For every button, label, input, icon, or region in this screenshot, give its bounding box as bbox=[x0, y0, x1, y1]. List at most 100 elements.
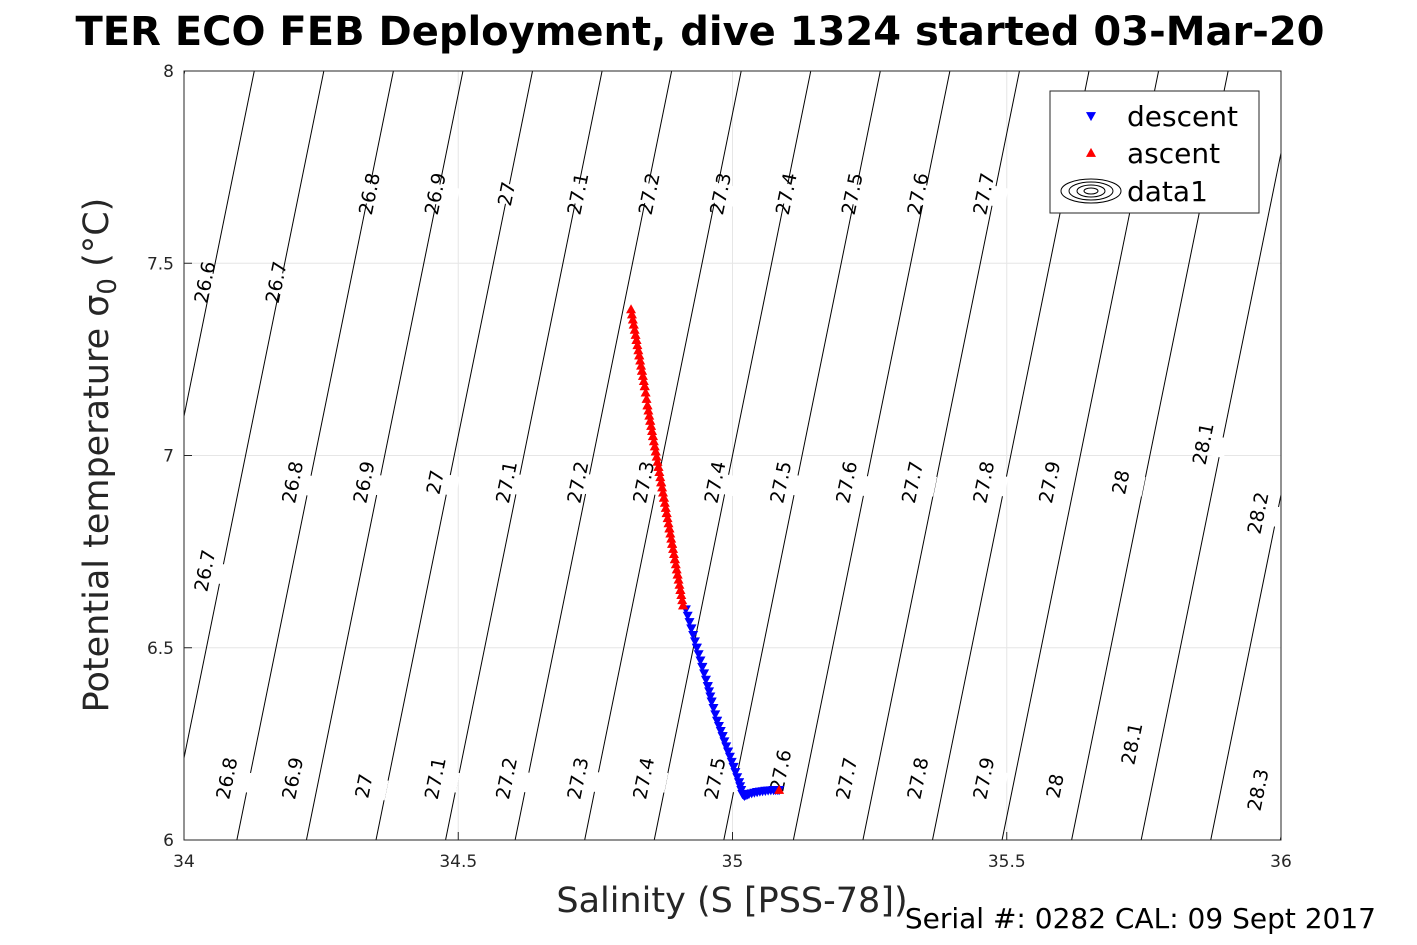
contour-label: 26.9 bbox=[421, 171, 451, 217]
descent-point bbox=[708, 704, 719, 714]
contour-line bbox=[1210, 492, 1281, 840]
contour-label: 27.2 bbox=[563, 459, 593, 505]
y-tick-label: 7 bbox=[163, 447, 174, 467]
contour-label-gap bbox=[204, 764, 252, 793]
descent-point bbox=[695, 656, 706, 666]
contour-label: 28.2 bbox=[1244, 490, 1274, 536]
contour-label: 27.1 bbox=[492, 459, 522, 505]
contour-line bbox=[1279, 834, 1281, 840]
contour-label: 28.3 bbox=[1244, 767, 1274, 813]
contour-label: 28 bbox=[1108, 468, 1134, 496]
contour-label-gap bbox=[412, 468, 460, 497]
descent-point bbox=[684, 618, 695, 628]
contour-label-gap bbox=[961, 468, 1009, 497]
contour-label: 26.8 bbox=[278, 459, 308, 505]
contour-label: 27.4 bbox=[701, 459, 731, 505]
contour-label-gap bbox=[758, 468, 806, 497]
descent-point bbox=[688, 630, 699, 640]
descent-point bbox=[697, 663, 708, 673]
contour-label-gap bbox=[961, 764, 1009, 793]
legend-contour-icon bbox=[1060, 178, 1122, 204]
contour-label-gap bbox=[692, 468, 740, 497]
contour-label: 26.8 bbox=[212, 755, 242, 801]
contour-label-gap bbox=[412, 764, 460, 793]
contour-label-gap bbox=[270, 764, 318, 793]
contour-label-gap bbox=[484, 468, 532, 497]
contour-label-gap bbox=[621, 764, 669, 793]
contour-label-gap bbox=[182, 556, 230, 586]
y-tick-label: 8 bbox=[163, 62, 174, 82]
contour-label-gap bbox=[758, 756, 806, 785]
contour-label-gap bbox=[341, 468, 389, 497]
contour-label-gap bbox=[346, 179, 395, 209]
contour-label: 27.5 bbox=[838, 171, 868, 217]
contour-label: 27.8 bbox=[904, 755, 934, 801]
y-axis-label-main: Potential temperature σ bbox=[77, 295, 117, 713]
contour-label: 27.6 bbox=[904, 171, 934, 217]
descent-point bbox=[699, 669, 710, 679]
descent-point bbox=[682, 611, 693, 621]
y-axis-label: Potential temperature σ0 (°C) bbox=[77, 198, 123, 713]
contour-label: 27.5 bbox=[766, 459, 796, 505]
contour-label: 27.1 bbox=[563, 171, 593, 217]
contour-label-gap bbox=[1098, 468, 1146, 497]
contour-label: 27 bbox=[494, 180, 520, 208]
descent-point bbox=[721, 742, 732, 752]
contour-label-gap bbox=[895, 764, 943, 793]
x-tick-label: 35.5 bbox=[988, 852, 1026, 872]
contour-label: 27.4 bbox=[772, 171, 802, 217]
ascent-point bbox=[678, 600, 689, 610]
contour-label-gap bbox=[1235, 498, 1283, 528]
contour-label: 27.5 bbox=[701, 755, 731, 801]
contour-label-gap bbox=[889, 468, 938, 497]
descent-point bbox=[713, 721, 724, 731]
descent-point bbox=[704, 687, 715, 697]
contour-label: 27 bbox=[423, 468, 449, 496]
axis-ticks: 34 34.5 35 35.5 36 6 6.5 7 7.5 8 bbox=[147, 62, 1292, 872]
y-tick-label: 6.5 bbox=[147, 639, 174, 659]
y-axis-label-unit: (°C) bbox=[77, 198, 117, 278]
contour-label: 27.3 bbox=[629, 459, 659, 505]
contour-label: 27.3 bbox=[563, 755, 593, 801]
legend-contour-icon bbox=[1068, 181, 1114, 201]
contour-labels: 26.6 26.7 26.8 26.9 27 27.1 27.2 27.3 27.4 27.5 27… bbox=[182, 171, 1283, 813]
contour-label-gap bbox=[692, 764, 740, 793]
contour-label-gap bbox=[626, 179, 674, 209]
x-tick-label: 34 bbox=[173, 852, 195, 872]
descent-point bbox=[712, 716, 723, 726]
contour-label: 26.9 bbox=[278, 755, 308, 801]
contour-label-gap bbox=[824, 468, 872, 497]
contour-label-gap bbox=[555, 179, 603, 209]
contour-label-gap bbox=[763, 179, 811, 209]
contour-label-gap bbox=[484, 764, 532, 793]
contour-label: 27.7 bbox=[832, 755, 862, 801]
x-tick-label: 35 bbox=[722, 852, 744, 872]
descent-point bbox=[717, 732, 728, 742]
ascent-point bbox=[774, 784, 785, 794]
contour-label: 27.1 bbox=[421, 755, 451, 801]
legend-box bbox=[1049, 90, 1260, 214]
contour-label-gap bbox=[824, 764, 872, 793]
contour-label: 26.7 bbox=[262, 259, 292, 305]
legend-contour-icon bbox=[1076, 184, 1106, 198]
contour-label-gap bbox=[1235, 775, 1283, 805]
contour-line bbox=[184, 71, 325, 761]
contour-label-gap bbox=[270, 468, 318, 497]
descent-point bbox=[728, 763, 739, 773]
contour-label: 27.6 bbox=[832, 459, 862, 505]
descent-point bbox=[726, 757, 737, 767]
contour-label-gap bbox=[253, 268, 301, 297]
contour-label: 27 bbox=[351, 772, 377, 800]
contour-label: 27.9 bbox=[969, 755, 999, 801]
legend-contour-icon bbox=[1083, 187, 1099, 195]
contour-label-gap bbox=[555, 764, 603, 793]
contour-label: 27.2 bbox=[492, 755, 522, 801]
descent-point bbox=[691, 643, 702, 653]
descent-point bbox=[705, 692, 716, 702]
descent-point bbox=[706, 697, 717, 707]
contour-label-gap bbox=[829, 179, 877, 209]
contour-label: 28.1 bbox=[1117, 721, 1147, 767]
descent-point bbox=[710, 710, 721, 720]
descent-point bbox=[702, 682, 713, 692]
contour-label-gap bbox=[341, 771, 389, 801]
